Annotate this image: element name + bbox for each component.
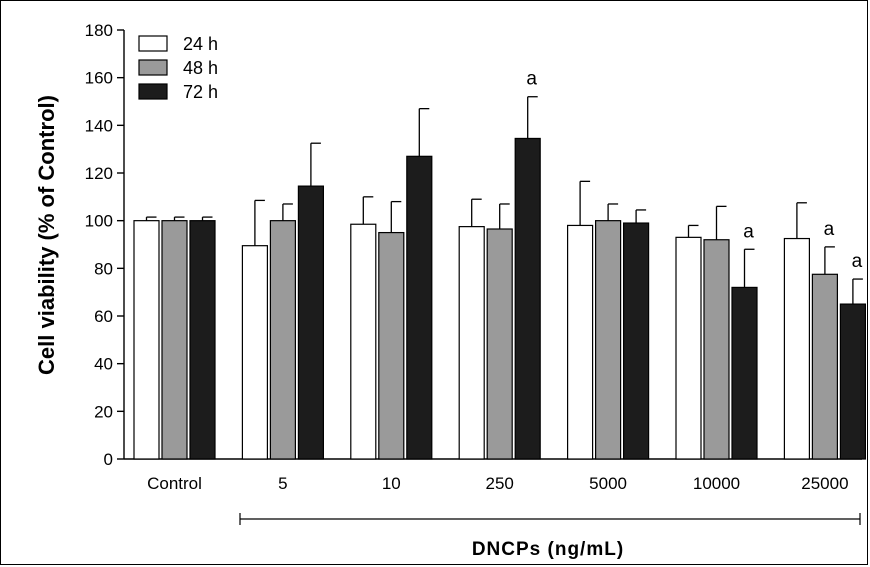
bar <box>703 239 730 460</box>
x-axis: Control 5 10 250 5000 10000 25000 <box>124 458 862 493</box>
legend-label: 72 h <box>183 82 218 102</box>
y-tick-label: 120 <box>85 164 113 183</box>
x-axis-label: DNCPs (ng/mL) <box>472 539 624 560</box>
y-tick-label: 0 <box>104 450 113 469</box>
bar <box>566 224 594 460</box>
significance-mark: a <box>743 221 754 242</box>
legend-label: 24 h <box>183 34 218 54</box>
x-tick-label: 250 <box>486 474 514 493</box>
y-tick-label: 160 <box>85 69 113 88</box>
significance-mark: a <box>526 69 537 90</box>
significance-mark: a <box>824 219 835 240</box>
bar <box>622 222 650 460</box>
x-tick-label: 25000 <box>801 474 848 493</box>
bar <box>350 223 377 460</box>
bar <box>378 231 405 460</box>
x-tick-label: 5 <box>278 474 287 493</box>
y-axis: 0 20 40 60 80 100 120 140 160 180 <box>85 21 125 469</box>
legend-swatch <box>138 59 168 76</box>
y-axis-label: Cell viability (% of Control) <box>34 95 59 375</box>
bar <box>731 286 758 460</box>
bar <box>269 220 296 460</box>
bar <box>594 220 622 460</box>
bar <box>189 220 216 460</box>
legend-swatch <box>138 35 168 52</box>
y-tick-label: 180 <box>85 21 113 40</box>
y-tick-label: 80 <box>94 259 113 278</box>
y-tick-label: 100 <box>85 212 113 231</box>
x-tick-label: 5000 <box>589 474 627 493</box>
bar <box>486 228 513 460</box>
bar <box>514 137 541 460</box>
bar <box>241 245 268 460</box>
y-tick-label: 140 <box>85 116 113 135</box>
plot-area: aa aa <box>133 69 867 460</box>
bar <box>133 220 160 460</box>
bar <box>839 303 867 460</box>
bar <box>297 185 324 460</box>
bar <box>458 226 485 460</box>
bar <box>675 236 702 460</box>
dncps-bracket <box>239 513 861 525</box>
x-tick-label: 10000 <box>693 474 740 493</box>
legend: 24 h 48 h 72 h <box>138 34 218 102</box>
bar <box>406 155 433 460</box>
bar <box>811 273 839 460</box>
significance-mark: a <box>852 251 863 272</box>
x-tick-label: Control <box>147 474 202 493</box>
bar <box>783 237 811 460</box>
bar <box>161 220 188 460</box>
legend-label: 48 h <box>183 58 218 78</box>
y-tick-label: 20 <box>94 402 113 421</box>
y-tick-label: 60 <box>94 307 113 326</box>
x-tick-label: 10 <box>382 474 401 493</box>
y-tick-label: 40 <box>94 355 113 374</box>
legend-swatch <box>138 83 168 100</box>
